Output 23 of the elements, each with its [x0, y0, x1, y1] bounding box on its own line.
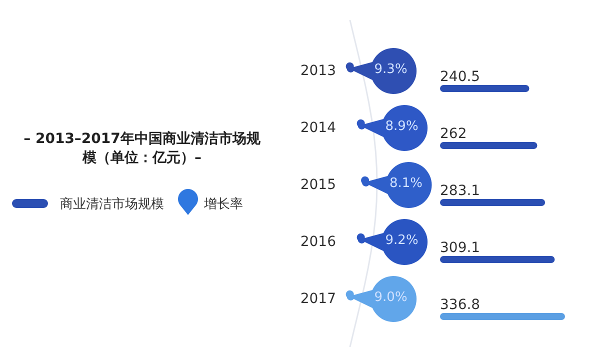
bar — [440, 85, 530, 92]
legend-label: 增长率 — [203, 196, 243, 212]
text: – 2013–2017年中国商业清洁市场规模（单位：亿元）– — [22, 130, 262, 168]
y-tick-label: 2016 — [300, 234, 336, 250]
data-label: 8.9% — [385, 119, 418, 134]
y-tick-label: 2015 — [300, 177, 336, 193]
data-label: 336.8 — [440, 297, 480, 313]
data-label: 9.3% — [374, 62, 408, 77]
y-tick-label: 2014 — [300, 120, 336, 136]
bar — [440, 199, 546, 206]
bar — [440, 313, 565, 320]
bar — [440, 256, 555, 263]
data-label: 309.1 — [440, 240, 480, 256]
data-label: 240.5 — [440, 69, 480, 85]
data-label: 9.0% — [374, 290, 408, 305]
legend-label: 商业清洁市场规模 — [60, 197, 164, 212]
data-label: 283.1 — [440, 183, 480, 199]
y-tick-label: 2013 — [300, 63, 336, 79]
data-label: 262 — [440, 126, 467, 142]
bar — [440, 142, 538, 149]
y-tick-label: 2017 — [300, 291, 336, 307]
data-label: 9.2% — [385, 233, 418, 248]
data-label: 8.1% — [389, 176, 423, 191]
